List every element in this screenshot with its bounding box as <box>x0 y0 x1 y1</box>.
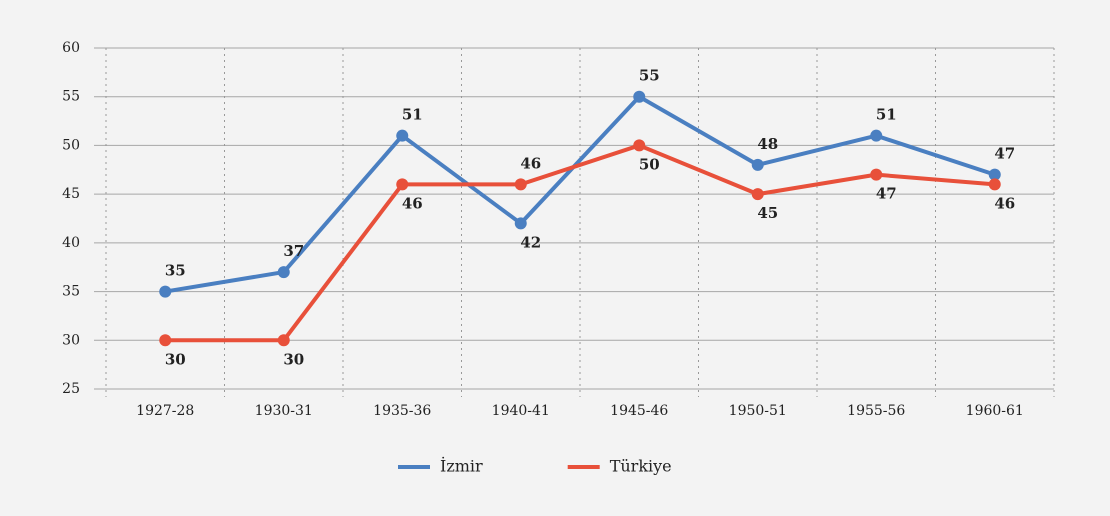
x-tick-label: 1940-41 <box>492 403 550 419</box>
marker <box>159 334 172 347</box>
marker <box>514 217 527 230</box>
x-tick-label: 1960-61 <box>966 403 1024 419</box>
x-tick-label: 1955-56 <box>847 403 905 419</box>
y-tick-label: 25 <box>62 381 80 397</box>
x-tick-label: 1945-46 <box>610 403 668 419</box>
legend-label: İzmir <box>440 456 483 476</box>
data-label: 48 <box>757 135 778 153</box>
marker <box>633 90 646 103</box>
data-label: 35 <box>165 262 186 280</box>
marker <box>277 266 290 279</box>
marker <box>751 158 764 171</box>
x-tick-label: 1927-28 <box>136 403 194 419</box>
y-tick-label: 30 <box>62 332 80 348</box>
marker <box>396 178 409 191</box>
marker <box>514 178 527 191</box>
x-tick-label: 1950-51 <box>729 403 787 419</box>
x-tick-label: 1930-31 <box>255 403 313 419</box>
line <box>164 94 996 294</box>
marker <box>870 129 883 142</box>
marker <box>751 188 764 201</box>
data-label: 46 <box>402 194 423 212</box>
data-label: 47 <box>994 145 1015 163</box>
marker <box>870 168 883 181</box>
x-tick-label: 1935-36 <box>373 403 431 419</box>
legend-label: Türkiye <box>610 457 672 476</box>
marker <box>277 334 290 347</box>
y-tick-label: 60 <box>62 40 80 56</box>
y-tick-label: 35 <box>62 284 80 300</box>
y-tick-label: 50 <box>62 137 80 153</box>
data-label: 30 <box>165 350 186 368</box>
data-label: 37 <box>283 242 304 260</box>
marker <box>633 139 646 152</box>
data-label: 42 <box>520 233 541 251</box>
line <box>165 143 995 343</box>
data-label: 55 <box>639 67 660 85</box>
marker <box>988 168 1001 181</box>
data-label: 45 <box>757 204 778 222</box>
data-label: 51 <box>402 106 423 124</box>
marker <box>396 129 409 142</box>
data-label: 50 <box>639 155 660 173</box>
marker <box>159 285 172 298</box>
data-label: 46 <box>520 154 541 172</box>
y-tick-label: 45 <box>62 186 80 202</box>
y-tick-label: 40 <box>62 235 80 251</box>
data-label: 51 <box>876 106 897 124</box>
y-tick-label: 55 <box>62 89 80 105</box>
marker <box>988 178 1001 191</box>
data-label: 47 <box>876 185 897 203</box>
data-label: 46 <box>994 194 1015 212</box>
data-label: 30 <box>283 350 304 368</box>
